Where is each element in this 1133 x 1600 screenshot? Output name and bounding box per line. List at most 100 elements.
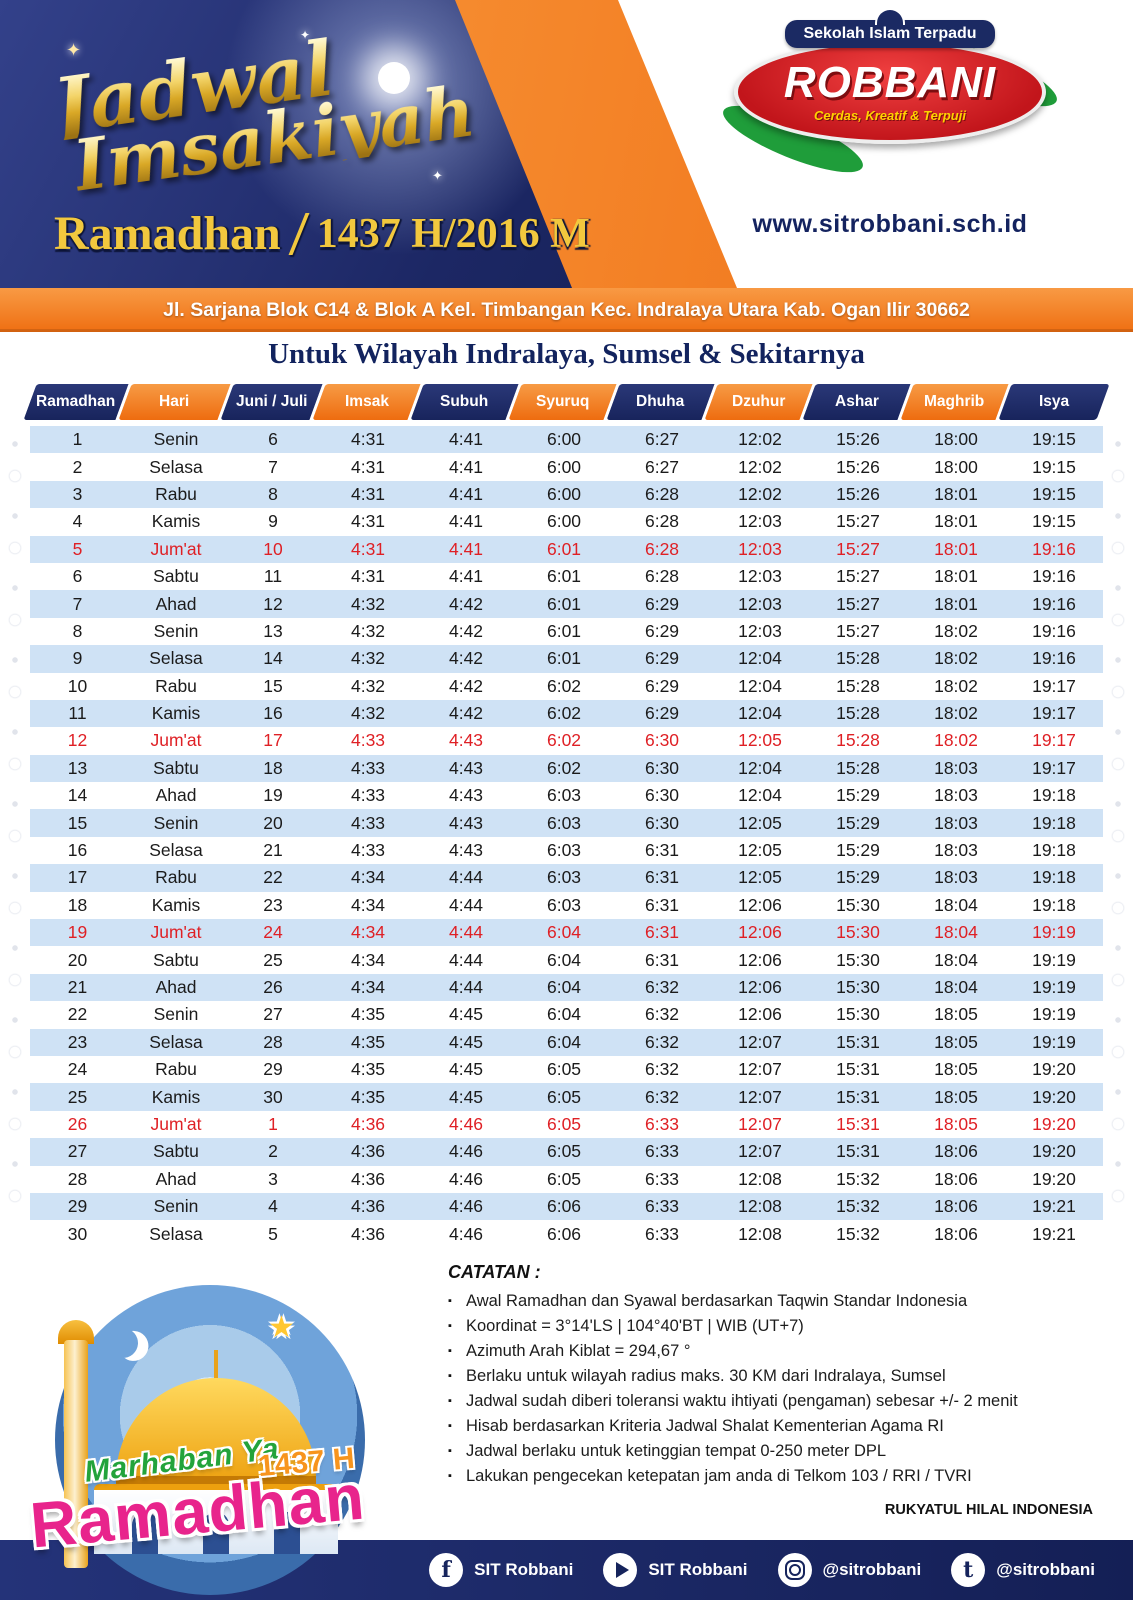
table-cell: 15:27: [836, 566, 880, 587]
table-row: 15 Senin 20 4:33 4:43 6:03 6:30 12:05 15:29 18:03…: [30, 809, 1103, 837]
table-cell: 4:41: [448, 429, 484, 450]
table-cell: 3: [268, 1168, 278, 1189]
table-cell: 4:36: [350, 1141, 386, 1162]
table-cell: 15:31: [836, 1031, 880, 1052]
table-cell: 6:29: [644, 593, 680, 614]
table-cell: 28: [67, 1168, 88, 1189]
column-header: Syuruq: [508, 384, 620, 420]
table-cell: Jum'at: [150, 538, 202, 559]
table-cell: 15:28: [836, 648, 880, 669]
table-cell: 19:15: [1032, 456, 1076, 477]
table-cell: 4:33: [350, 730, 386, 751]
bullet-icon: [448, 1289, 466, 1314]
table-cell: 12:03: [738, 620, 782, 641]
table-cell: Senin: [153, 1004, 199, 1025]
table-cell: 18:06: [934, 1223, 978, 1244]
table-cell: 12:06: [738, 1004, 782, 1025]
table-cell: 4:35: [350, 1004, 386, 1025]
table-cell: 4:31: [350, 566, 386, 587]
facebook-icon: [429, 1553, 464, 1587]
table-cell: 17: [67, 867, 88, 888]
table-cell: Sabtu: [153, 757, 199, 778]
logo-banner: Sekolah Islam Terpadu: [785, 20, 995, 48]
table-cell: 4:31: [350, 483, 386, 504]
lantern-ornament: [7, 432, 23, 1224]
table-cell: 4:44: [448, 867, 484, 888]
table-cell: 4:41: [448, 456, 484, 477]
table-cell: 4:34: [350, 949, 386, 970]
table-row: 9 Selasa 14 4:32 4:42 6:01 6:29 12:04 15:28 18:02…: [30, 645, 1103, 673]
website-url: www.sitrobbani.sch.id: [752, 210, 1028, 238]
table-cell: 19:20: [1032, 1168, 1076, 1189]
table-cell: 10: [263, 538, 283, 559]
table-cell: 4:32: [350, 703, 386, 724]
table-cell: 6:30: [644, 757, 680, 778]
table-cell: 6:31: [644, 840, 680, 861]
footer: CATATAN : Awal Ramadhan dan Syawal berda…: [0, 1250, 1133, 1600]
table-cell: 6:05: [546, 1059, 582, 1080]
table-cell: 2: [268, 1141, 278, 1162]
table-cell: 15:31: [836, 1059, 880, 1080]
table-cell: 6:02: [546, 730, 582, 751]
table-cell: 6:02: [546, 757, 582, 778]
table-cell: 6:32: [644, 1031, 680, 1052]
table-cell: 15:26: [836, 483, 880, 504]
table-cell: 6:32: [644, 977, 680, 997]
social-item-instagram: @sitrobbani: [777, 1553, 921, 1587]
table-row: 29 Senin 4 4:36 4:46 6:06 6:33 12:08 15:32 18:06 1…: [30, 1192, 1103, 1221]
table-cell: 6:27: [644, 429, 680, 450]
table-cell: 6:03: [546, 812, 582, 833]
table-cell: 12:08: [738, 1223, 782, 1244]
table-cell: 4:34: [350, 867, 386, 888]
table-cell: 4:36: [350, 1223, 386, 1244]
table-cell: 19:17: [1032, 757, 1076, 778]
table-cell: 18:02: [934, 703, 978, 724]
table-cell: 6:28: [644, 566, 680, 587]
table-cell: 4:33: [350, 840, 386, 861]
table-cell: 4:32: [350, 620, 386, 641]
table-cell: 6:31: [644, 894, 680, 915]
note-text: Lakukan pengecekan ketepatan jam anda di…: [466, 1467, 972, 1485]
table-cell: 12:06: [738, 894, 782, 915]
table-cell: 19: [263, 785, 283, 806]
table-cell: 18:06: [934, 1168, 978, 1189]
table-cell: 6:01: [546, 538, 582, 559]
sparkle-icon: [432, 168, 443, 184]
table-cell: 4:31: [350, 429, 386, 450]
table-cell: 4:42: [448, 703, 484, 724]
column-header: Ramadhan: [23, 384, 132, 420]
instagram-icon: [777, 1553, 812, 1587]
table-cell: 12:07: [738, 1059, 782, 1080]
table-cell: 18:03: [934, 867, 978, 888]
table-cell: 12:02: [738, 483, 782, 504]
table-cell: 2: [72, 456, 83, 477]
table-row: 28 Ahad 3 4:36 4:46 6:05 6:33 12:08 15:32 18:06 19…: [30, 1166, 1103, 1193]
table-cell: 12:04: [738, 648, 782, 669]
column-header: Maghrib: [900, 384, 1012, 420]
table-cell: 4:43: [448, 757, 484, 778]
table-cell: Jum'at: [150, 1113, 202, 1134]
table-cell: 12:05: [738, 812, 782, 833]
table-cell: 12:07: [738, 1141, 782, 1162]
table-cell: 6:31: [644, 949, 680, 970]
table-cell: 15:31: [836, 1113, 880, 1134]
table-cell: 4:42: [448, 620, 484, 641]
table-cell: Senin: [153, 1196, 199, 1217]
table-row: 6 Sabtu 11 4:31 4:41 6:01 6:28 12:03 15:27 18:01 1…: [30, 563, 1103, 590]
table-cell: Sabtu: [153, 566, 199, 587]
table-cell: Rabu: [155, 483, 197, 504]
table-cell: 12: [67, 730, 88, 751]
table-row: 26 Jum'at 1 4:36 4:46 6:05 6:33 12:07 15:31 18:05…: [30, 1111, 1103, 1138]
table-cell: 15:27: [836, 620, 880, 641]
table-cell: 19:17: [1032, 675, 1076, 696]
column-header: Ashar: [802, 384, 914, 420]
table-cell: 6:01: [546, 593, 582, 614]
table-cell: 22: [263, 867, 283, 888]
table-cell: 12:03: [738, 593, 782, 614]
table-cell: 12:04: [738, 785, 782, 806]
social-label: SIT Robbani: [474, 1560, 574, 1579]
table-cell: 6:06: [546, 1223, 582, 1244]
table-cell: 18:05: [934, 1113, 978, 1134]
table-cell: 4:34: [350, 894, 386, 915]
